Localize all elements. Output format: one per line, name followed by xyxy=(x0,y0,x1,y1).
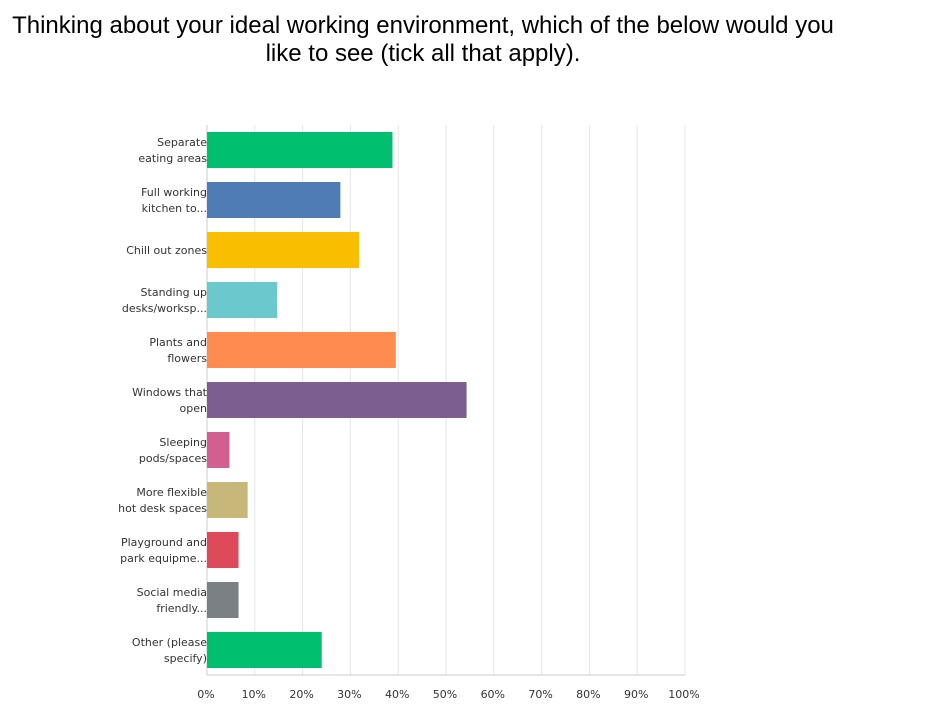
category-label: open xyxy=(180,402,207,415)
x-tick-label: 60% xyxy=(481,688,505,701)
bar xyxy=(207,232,360,268)
x-tick-label: 90% xyxy=(624,688,648,701)
category-label: Playground and xyxy=(121,536,207,549)
x-tick-label: 30% xyxy=(337,688,361,701)
bar xyxy=(207,432,230,468)
bar xyxy=(207,632,322,668)
bar xyxy=(207,532,239,568)
chart-title: Thinking about your ideal working enviro… xyxy=(12,12,834,67)
category-label: hot desk spaces xyxy=(118,502,207,515)
category-label: Full working xyxy=(141,186,207,199)
x-tick-label: 40% xyxy=(385,688,409,701)
category-label: Other (please xyxy=(132,636,207,649)
x-tick-label: 10% xyxy=(242,688,266,701)
category-label: friendly... xyxy=(156,602,207,615)
bar xyxy=(207,282,278,318)
x-axis-ticks: 0% 10% 20% 30% 40% 50% 60% 70% 80% 90% 100% xyxy=(197,688,699,701)
category-label: Separate xyxy=(157,136,207,149)
category-label: More flexible xyxy=(136,486,207,499)
category-label: Standing up xyxy=(141,286,207,299)
bar xyxy=(207,332,396,368)
bar xyxy=(207,132,393,168)
x-tick-label: 50% xyxy=(433,688,457,701)
category-label: desks/worksp... xyxy=(122,302,207,315)
x-tick-label: 70% xyxy=(528,688,552,701)
category-label: Plants and xyxy=(149,336,207,349)
category-label: flowers xyxy=(167,352,207,365)
category-label: Chill out zones xyxy=(126,244,207,257)
category-label: kitchen to... xyxy=(142,202,207,215)
category-labels: Separate eating areas Full working kitchen … xyxy=(118,136,208,665)
x-tick-label: 80% xyxy=(576,688,600,701)
x-tick-label: 0% xyxy=(197,688,214,701)
bar xyxy=(207,182,341,218)
category-label: specify) xyxy=(164,652,207,665)
category-label: eating areas xyxy=(138,152,207,165)
x-tick-label: 20% xyxy=(289,688,313,701)
category-label: Windows that xyxy=(132,386,208,399)
bar xyxy=(207,482,248,518)
bar xyxy=(207,582,239,618)
category-label: Sleeping xyxy=(159,436,207,449)
category-label: park equipme... xyxy=(120,552,207,565)
bars xyxy=(207,132,467,668)
x-tick-label: 100% xyxy=(668,688,699,701)
category-label: Social media xyxy=(137,586,207,599)
category-label: pods/spaces xyxy=(139,452,207,465)
bar xyxy=(207,382,467,418)
